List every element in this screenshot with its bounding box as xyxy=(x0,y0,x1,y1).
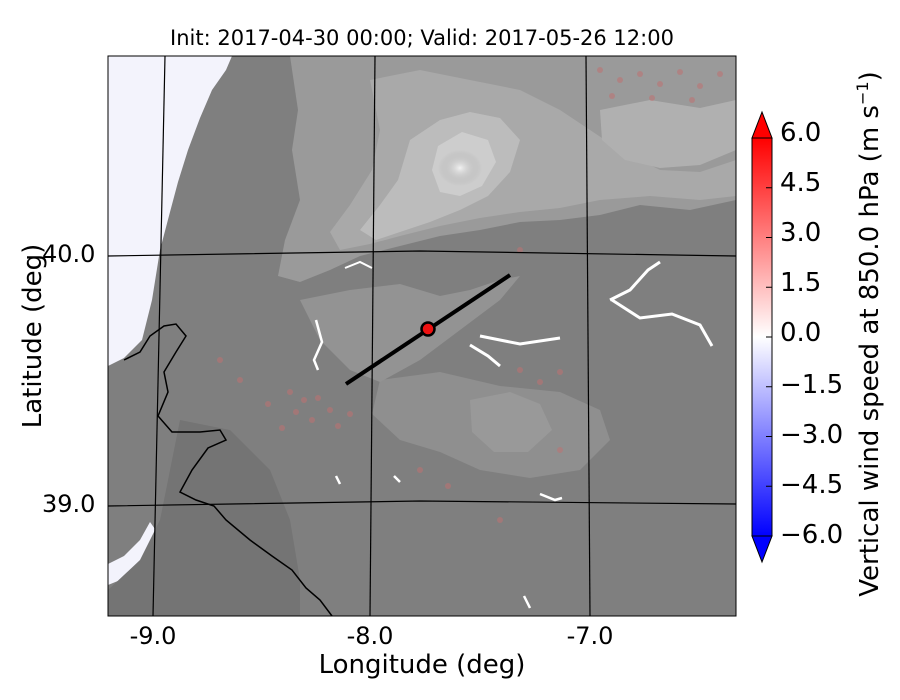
colorbar-extend-bottom xyxy=(751,535,773,564)
colorbar-tick-marks xyxy=(766,137,772,537)
colorbar-tick-label: −4.5 xyxy=(780,470,844,500)
colorbar-tick-label: 0.0 xyxy=(780,318,822,348)
reservoir-southwest xyxy=(334,475,401,485)
terrain-south-2 xyxy=(470,392,552,452)
river-small xyxy=(312,319,324,371)
colorbar-label: Vertical wind speed at 850.0 hPa (m s−1) xyxy=(853,71,885,596)
x-tick-marks xyxy=(152,610,591,616)
location-marker xyxy=(420,321,436,337)
colorbar-label-main: Vertical wind speed at 850.0 hPa (m s xyxy=(854,105,885,597)
colorbar-label-close: ) xyxy=(854,71,885,82)
y-tick-label: 39.0 xyxy=(42,490,96,518)
gridline-lat-40 xyxy=(108,250,736,257)
x-tick-label: -8.0 xyxy=(346,622,394,650)
plot-title: Init: 2017-04-30 00:00; Valid: 2017-05-2… xyxy=(170,26,674,50)
terrain-peak xyxy=(438,150,482,186)
colorbar-tick-label: 4.5 xyxy=(780,168,822,198)
coastline xyxy=(123,323,333,616)
gridline-lon-m7 xyxy=(585,56,591,616)
terrain-northeast xyxy=(600,100,736,168)
reservoir-south xyxy=(522,492,563,609)
x-axis-label: Longitude (deg) xyxy=(318,650,526,680)
colorbar-label-exponent: −1 xyxy=(853,81,873,106)
ocean-area xyxy=(108,56,232,366)
colorbar-tick-label: −6.0 xyxy=(780,520,844,550)
river-tagus xyxy=(609,260,714,347)
gridline-lat-39 xyxy=(108,500,736,507)
colorbar-tick-label: −3.0 xyxy=(780,420,844,450)
colorbar-tick-label: −1.5 xyxy=(780,370,844,400)
colorbar-tick-label: 6.0 xyxy=(780,118,822,148)
terrain-central-ridge xyxy=(300,276,520,382)
wind-speckles xyxy=(217,67,723,523)
map-panel xyxy=(108,56,736,616)
colorbar-tick-label: 1.5 xyxy=(780,268,822,298)
y-tick-label: 40.0 xyxy=(42,240,96,268)
ocean-area-south xyxy=(108,522,160,585)
gridline-lon-m8 xyxy=(369,56,376,616)
x-tick-label: -7.0 xyxy=(566,622,614,650)
colorbar-extend-top xyxy=(751,110,773,139)
colorbar xyxy=(751,110,773,564)
gridline-lon-m9 xyxy=(152,56,166,616)
terrain-lowland xyxy=(108,420,300,616)
river-north xyxy=(344,260,373,269)
plot-frame xyxy=(107,55,737,617)
colorbar-tick-label: 3.0 xyxy=(780,218,822,248)
y-axis-label: Latitude (deg) xyxy=(18,243,48,429)
river-zezere xyxy=(469,334,561,368)
graticule xyxy=(108,56,736,616)
x-tick-label: -9.0 xyxy=(129,622,177,650)
